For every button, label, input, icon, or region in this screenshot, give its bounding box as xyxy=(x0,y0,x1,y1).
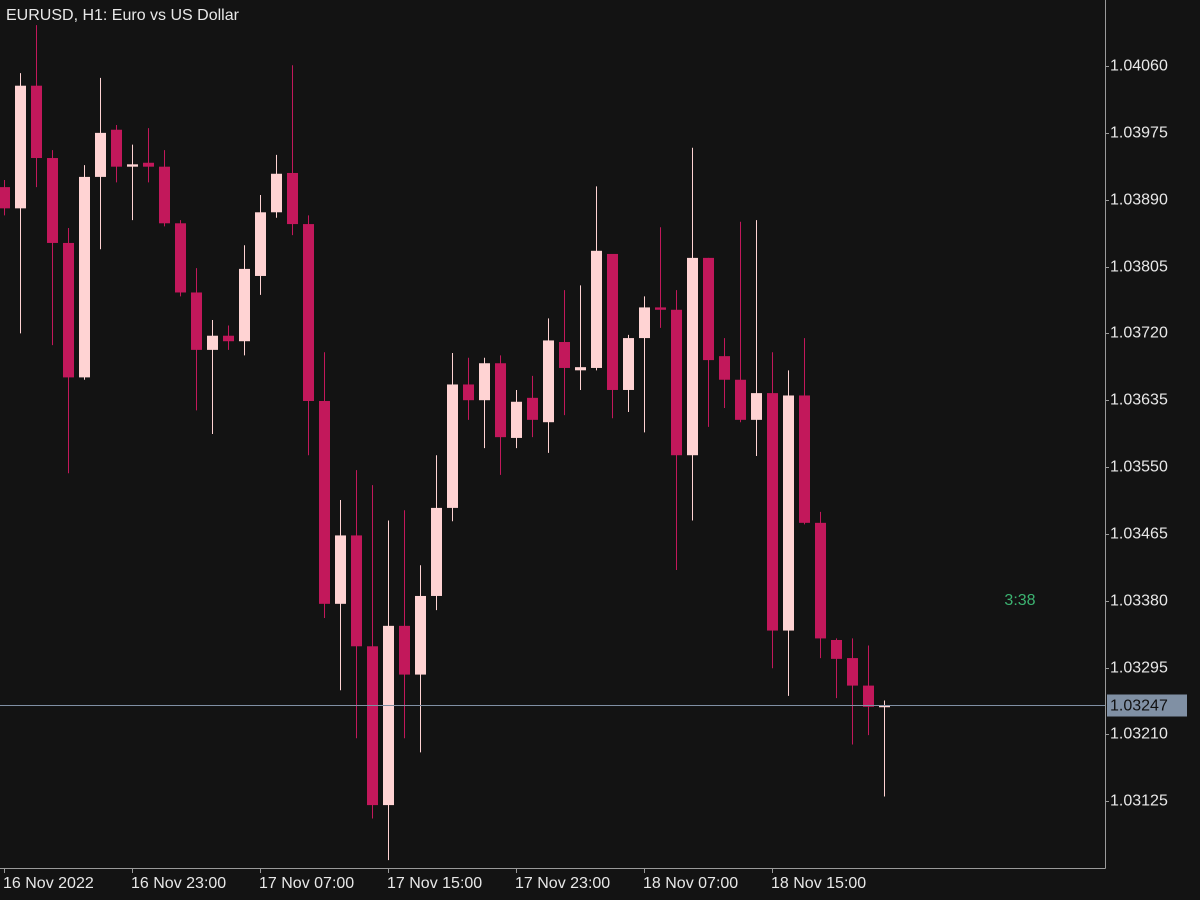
candle-body xyxy=(511,401,522,438)
candle-body xyxy=(575,367,586,371)
candle-body xyxy=(223,335,234,342)
candle-body xyxy=(143,162,154,167)
candle-body xyxy=(303,224,314,401)
y-tick-label: 1.04060 xyxy=(1110,58,1168,75)
y-tick-label: 1.03720 xyxy=(1110,325,1168,342)
candle-body xyxy=(47,158,58,243)
x-tick-label: 17 Nov 15:00 xyxy=(387,875,482,892)
y-tick-label: 1.03125 xyxy=(1110,793,1168,810)
candle-body xyxy=(351,535,362,647)
y-tick-label: 1.03465 xyxy=(1110,526,1168,543)
countdown: 3:38 xyxy=(1004,592,1035,609)
candle-body xyxy=(495,363,506,438)
x-tick-label: 18 Nov 07:00 xyxy=(643,875,738,892)
candle-body xyxy=(159,166,170,224)
candle-body xyxy=(207,335,218,350)
candle-body xyxy=(191,292,202,350)
chart-title: EURUSD, H1: Euro vs US Dollar xyxy=(6,7,240,24)
candle-body xyxy=(671,309,682,456)
candle-body xyxy=(63,242,74,378)
candle-body xyxy=(319,400,330,604)
candle-body xyxy=(287,172,298,225)
candle-body xyxy=(383,625,394,806)
candle-body xyxy=(31,85,42,159)
candle-body xyxy=(431,507,442,596)
candle-body xyxy=(607,253,618,390)
candle-body xyxy=(591,250,602,368)
candle-body xyxy=(623,338,634,390)
candle-body xyxy=(15,85,26,209)
candle-body xyxy=(255,212,266,276)
candle-body xyxy=(479,363,490,401)
y-tick-label: 1.03890 xyxy=(1110,192,1168,209)
candle-body xyxy=(735,379,746,420)
candle-body xyxy=(0,187,10,209)
candle-body xyxy=(399,625,410,675)
candle-body xyxy=(815,522,826,639)
candle-body xyxy=(447,384,458,508)
candle-body xyxy=(703,257,714,361)
y-tick-label: 1.03805 xyxy=(1110,259,1168,276)
candle-body xyxy=(127,164,138,167)
y-tick-label: 1.03295 xyxy=(1110,660,1168,677)
candle-body xyxy=(463,384,474,401)
candle-body xyxy=(95,132,106,177)
candle-body xyxy=(879,705,890,708)
last-price-box xyxy=(1107,694,1187,717)
candle-body xyxy=(559,342,570,368)
x-tick-label: 17 Nov 23:00 xyxy=(515,875,610,892)
candle-body xyxy=(79,176,90,378)
x-tick-label: 17 Nov 07:00 xyxy=(259,875,354,892)
candle-body xyxy=(111,129,122,167)
x-tick-label: 16 Nov 23:00 xyxy=(131,875,226,892)
candle-body xyxy=(239,268,250,342)
x-tick-label: 18 Nov 15:00 xyxy=(771,875,866,892)
candle-body xyxy=(655,307,666,310)
y-tick-label: 1.03550 xyxy=(1110,459,1168,476)
candle-body xyxy=(783,395,794,631)
candle-body xyxy=(767,393,778,631)
x-tick-label: 16 Nov 2022 xyxy=(3,875,94,892)
y-tick-label: 1.03975 xyxy=(1110,125,1168,142)
candle-body xyxy=(335,535,346,604)
candle-body xyxy=(543,340,554,423)
last-price-label: 1.03247 xyxy=(1110,698,1168,715)
y-tick-label: 1.03635 xyxy=(1110,392,1168,409)
candle-body xyxy=(863,685,874,707)
candle-body xyxy=(367,646,378,806)
candle-body xyxy=(687,257,698,456)
candle-body xyxy=(719,356,730,380)
candle-body xyxy=(639,307,650,339)
candle-body xyxy=(799,395,810,523)
candle-body xyxy=(175,223,186,293)
y-tick-label: 1.03210 xyxy=(1110,726,1168,743)
plot-area xyxy=(0,25,890,861)
y-tick-label: 1.03380 xyxy=(1110,593,1168,610)
candle-body xyxy=(271,173,282,213)
candle-body xyxy=(847,658,858,686)
candle-body xyxy=(751,393,762,420)
candle-body xyxy=(527,397,538,420)
candle-body xyxy=(831,639,842,659)
candle-body xyxy=(415,595,426,675)
